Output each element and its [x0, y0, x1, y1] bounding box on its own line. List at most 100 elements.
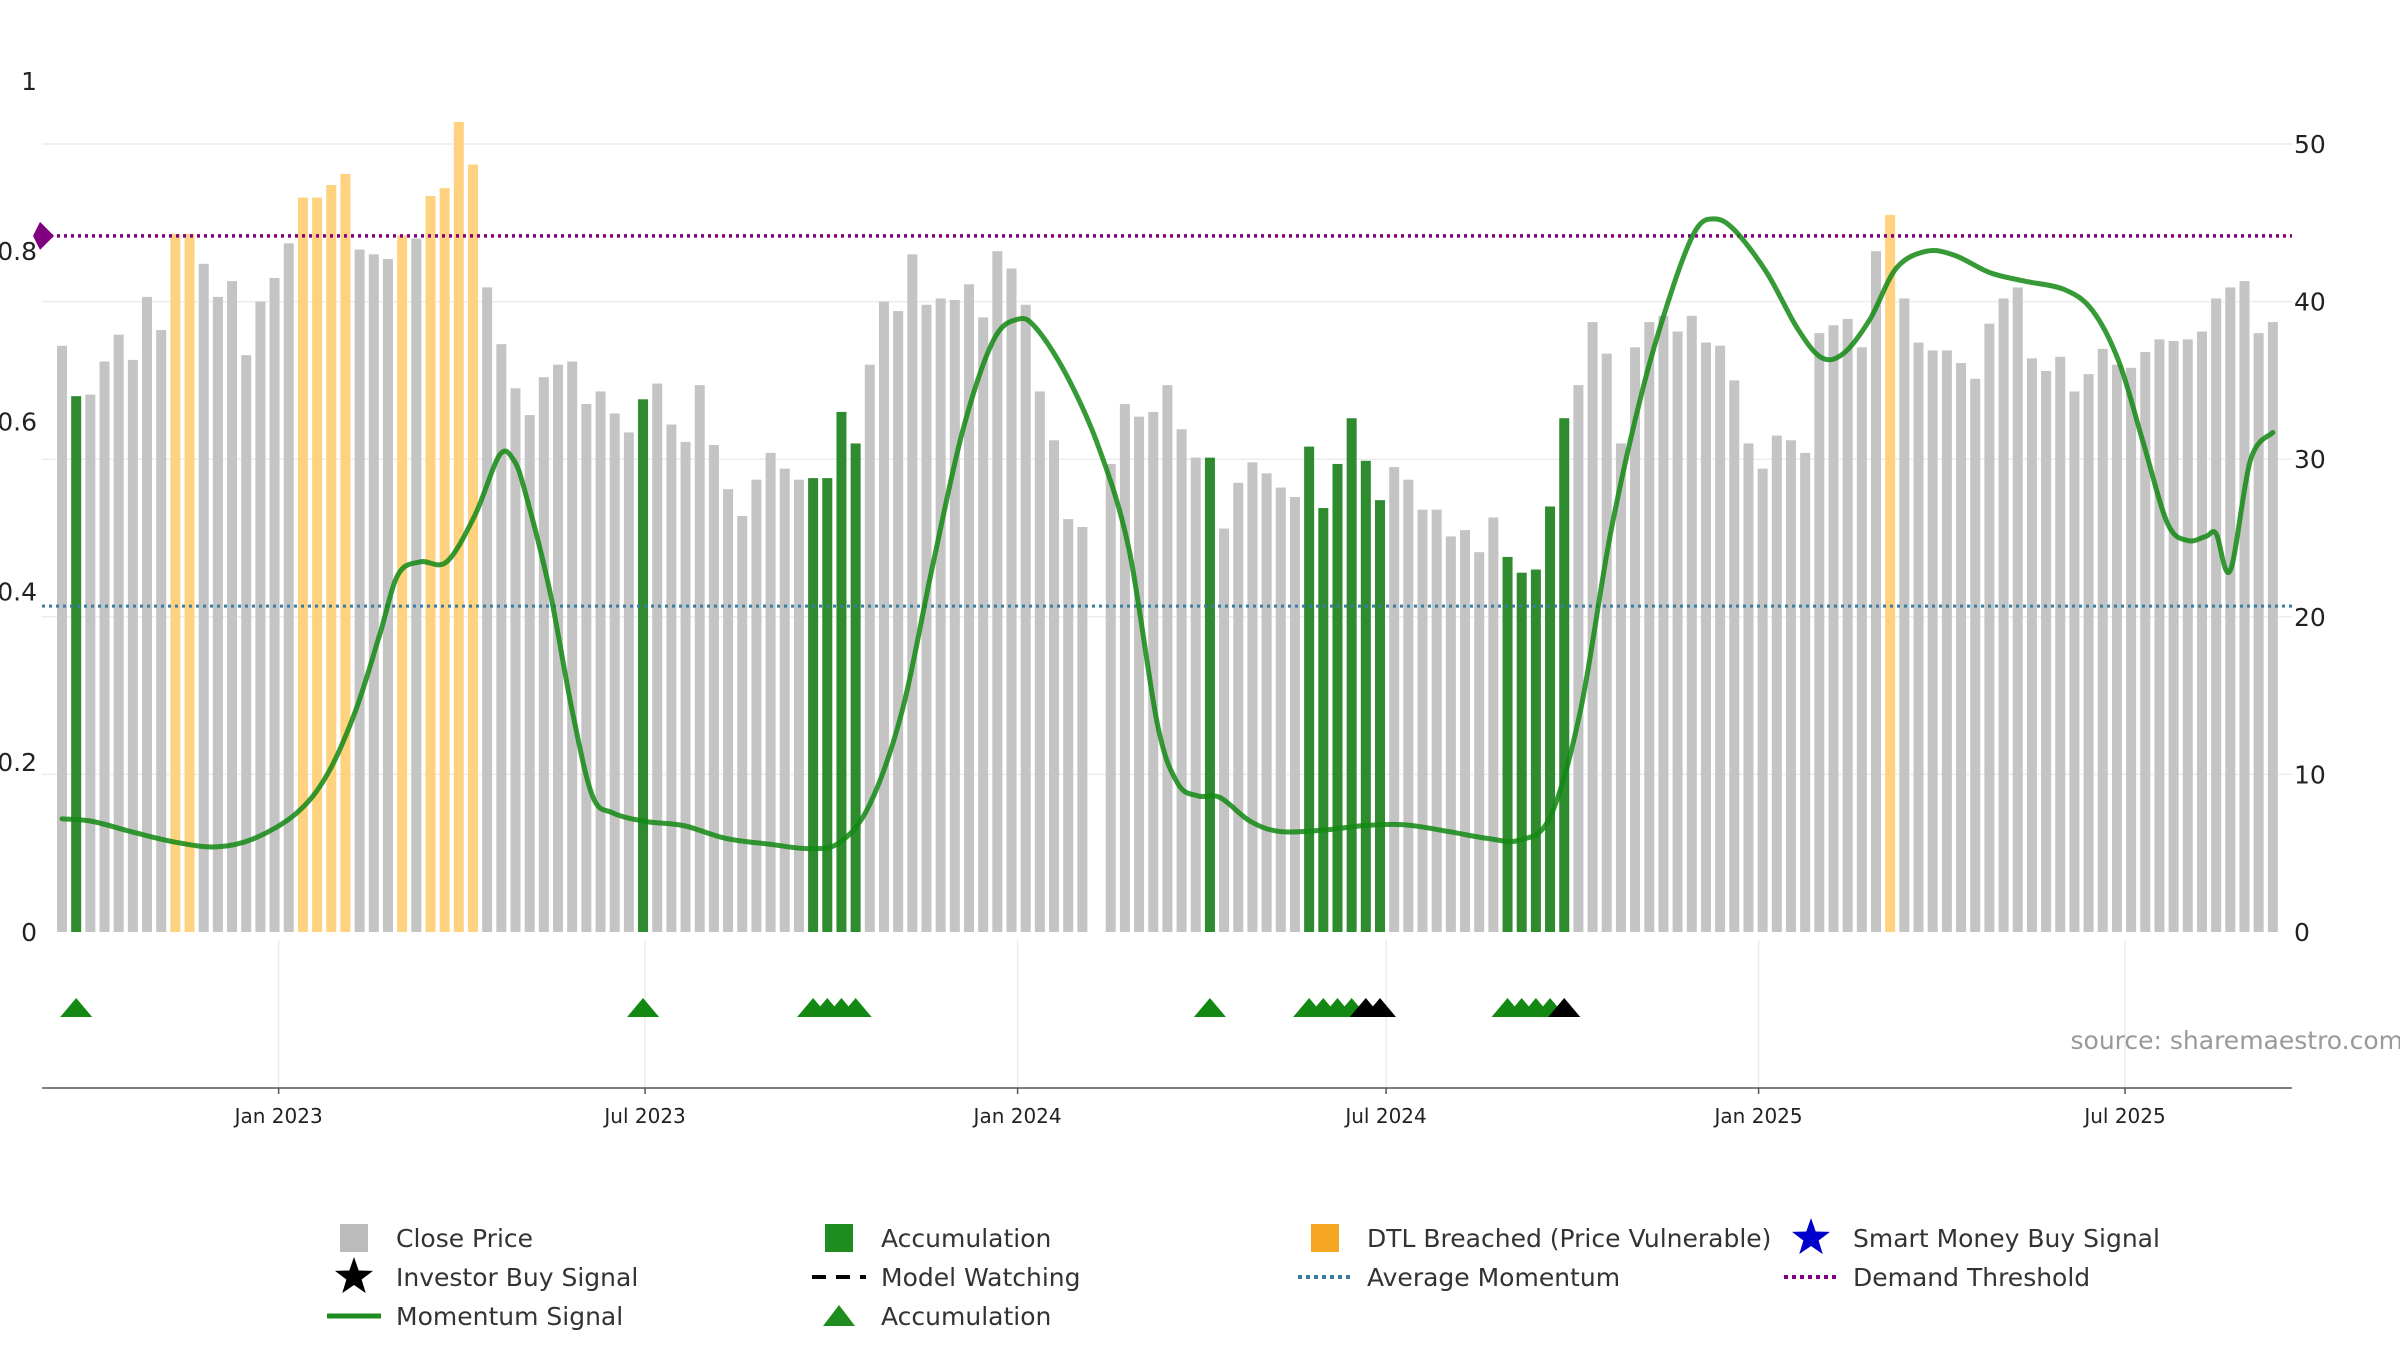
legend-label: Close Price [396, 1224, 533, 1253]
bar-close [1190, 457, 1201, 932]
bar-close [2154, 339, 2165, 932]
bar-close [2111, 364, 2122, 932]
bar-close [1672, 331, 1683, 932]
bar-close [1856, 347, 1867, 933]
close-price-bars [57, 121, 2278, 933]
bar-close [1233, 482, 1244, 932]
x-tick-label: Jul 2023 [602, 1104, 685, 1128]
bar-accumulation [1545, 506, 1556, 932]
bar-close [198, 263, 209, 932]
bar-close [793, 479, 804, 932]
bar-close [1700, 342, 1711, 932]
left-tick-label: 0.2 [0, 748, 37, 777]
legend-label: Investor Buy Signal [396, 1263, 638, 1292]
bar-dtl [439, 188, 450, 933]
bar-accumulation [808, 478, 819, 932]
bar-close [1913, 342, 1924, 932]
bar-close [893, 311, 904, 932]
bar-close [1049, 440, 1060, 932]
bar-accumulation [1304, 446, 1315, 932]
bar-close [1630, 347, 1641, 933]
bar-close [538, 377, 549, 932]
bar-close [156, 329, 167, 932]
bar-close [1615, 443, 1626, 932]
bar-close [113, 334, 124, 932]
bar-dtl [467, 164, 478, 932]
bar-close [1573, 385, 1584, 932]
bar-close [85, 394, 96, 933]
bar-close [609, 413, 620, 933]
bar-close [1800, 452, 1811, 932]
bar-close [1134, 416, 1145, 932]
bar-accumulation [822, 478, 833, 932]
left-tick-label: 0.4 [0, 578, 37, 607]
bar-close [1261, 473, 1272, 932]
bar-close [2140, 352, 2151, 933]
right-tick-label: 10 [2294, 760, 2326, 789]
bar-close [354, 249, 365, 933]
bar-close [255, 301, 266, 933]
bar-dtl [297, 197, 308, 933]
bar-close [1686, 315, 1697, 932]
bar-close [1403, 479, 1414, 932]
legend-label: Smart Money Buy Signal [1853, 1224, 2160, 1253]
bar-close [595, 391, 606, 932]
legend-item: Accumulation [823, 1302, 1051, 1331]
bar-dtl [397, 235, 408, 932]
bar-accumulation [1346, 418, 1357, 932]
left-tick-label: 0 [21, 918, 37, 947]
bar-close [1785, 440, 1796, 932]
bar-close [567, 361, 578, 932]
bar-accumulation [1502, 556, 1513, 932]
bar-close [2182, 339, 2193, 932]
bar-close [2267, 322, 2278, 932]
bar-close [1998, 298, 2009, 932]
bar-close [1842, 318, 1853, 932]
bar-close [1247, 462, 1258, 932]
bar-close [765, 452, 776, 932]
bar-accumulation [1374, 500, 1385, 932]
right-axis-ticks: 0 10 20 30 40 50 [2294, 130, 2326, 947]
legend-label: DTL Breached (Price Vulnerable) [1367, 1224, 1771, 1253]
bar-close [680, 441, 691, 932]
bar-dtl [184, 233, 195, 932]
legend-star-icon [1791, 1218, 1831, 1255]
bar-close [482, 287, 493, 932]
bar-close [2196, 331, 2207, 932]
bar-close [1431, 509, 1442, 932]
bar-accumulation [836, 411, 847, 932]
bar-close [1970, 378, 1981, 933]
legend-triangle-icon [823, 1305, 855, 1326]
bar-close [496, 344, 507, 933]
bar-accumulation [1530, 569, 1541, 932]
bar-close [2083, 374, 2094, 932]
legend-label: Model Watching [881, 1263, 1081, 1292]
bar-close [142, 296, 153, 932]
bar-close [864, 364, 875, 932]
bar-close [1743, 443, 1754, 932]
bar-close [949, 300, 960, 932]
demand-threshold-marker [33, 221, 54, 250]
bar-close [1771, 435, 1782, 932]
bar-close [2225, 287, 2236, 932]
legend: Close Price Accumulation DTL Breached (Pri… [327, 1218, 2160, 1331]
legend-item: Momentum Signal [327, 1302, 623, 1331]
legend-square-icon [340, 1224, 368, 1252]
right-tick-label: 30 [2294, 445, 2326, 474]
bar-dtl [312, 197, 323, 933]
bar-accumulation [1332, 463, 1343, 932]
legend-item: Smart Money Buy Signal [1791, 1218, 2160, 1255]
bar-close [368, 254, 379, 932]
right-tick-label: 50 [2294, 130, 2326, 159]
bar-close [1474, 552, 1485, 932]
momentum-signal-line [59, 216, 2276, 852]
bar-close [1828, 325, 1839, 932]
bar-close [1034, 391, 1045, 932]
bar-close [1063, 519, 1074, 932]
x-tick-label: Jan 2025 [1713, 1104, 1803, 1128]
bar-close [1148, 411, 1159, 932]
legend-label: Accumulation [881, 1302, 1051, 1331]
bar-close [652, 383, 663, 932]
bar-close [283, 243, 294, 933]
